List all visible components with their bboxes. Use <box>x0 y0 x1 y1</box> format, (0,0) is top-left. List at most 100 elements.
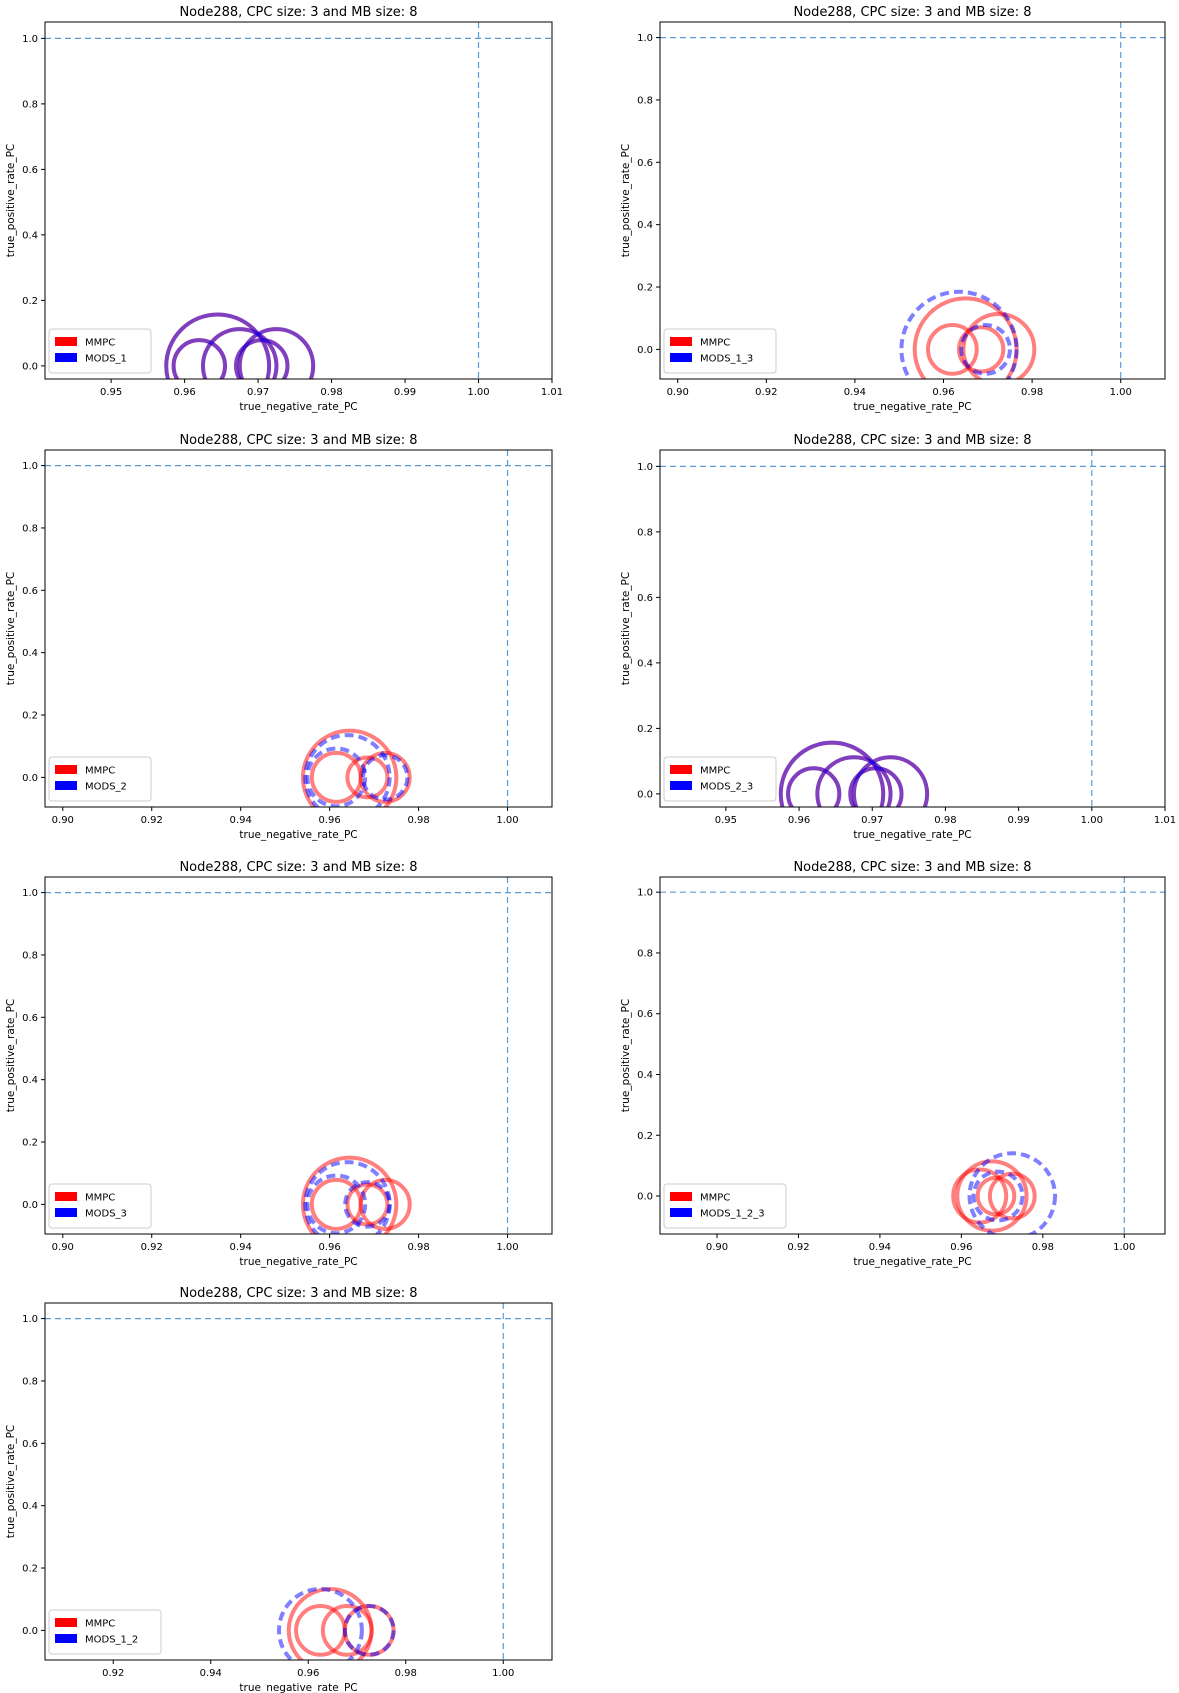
y-tick-label: 0.2 <box>637 1131 653 1142</box>
y-tick-label: 0.4 <box>22 648 38 659</box>
y-tick-label: 1.0 <box>22 34 38 45</box>
y-tick-label: 0.4 <box>22 230 38 241</box>
legend-box <box>663 1183 787 1229</box>
x-tick-label: 0.96 <box>318 1242 340 1253</box>
y-tick-label: 1.0 <box>22 888 38 899</box>
legend: MMPC MODS_2_3 <box>663 756 777 802</box>
data-point <box>200 327 279 379</box>
x-tick-label: 0.94 <box>230 815 252 826</box>
series-MMPC <box>300 1155 412 1234</box>
y-tick-label: 0.0 <box>22 1200 38 1211</box>
legend-swatch <box>670 337 692 346</box>
series-MODS_1_2 <box>277 1586 396 1660</box>
subplot-3: Node288, CPC size: 3 and MB size: 8 0.90 0… <box>5 433 553 841</box>
y-axis-label: true_positive_rate_PC <box>620 144 632 257</box>
legend-label: MODS_2 <box>85 782 127 793</box>
legend-swatch <box>55 1208 77 1217</box>
axes-frame <box>44 21 553 380</box>
x-tick-label: 1.00 <box>1110 387 1132 398</box>
axes-frame <box>659 21 1166 380</box>
legend-swatch <box>55 1618 77 1627</box>
axes-frame <box>44 876 553 1235</box>
subplot-1: Node288, CPC size: 3 and MB size: 8 0.95 0… <box>5 5 563 413</box>
legend-swatch <box>670 353 692 362</box>
data-point <box>234 338 290 379</box>
legend-label: MODS_1_2_3 <box>700 1209 765 1220</box>
legend-label: MODS_2_3 <box>700 782 753 793</box>
data-point <box>237 327 316 379</box>
data-point <box>303 733 392 807</box>
y-tick-label: 0.2 <box>22 296 38 307</box>
legend-label: MODS_1_3 <box>700 354 753 365</box>
y-tick-label: 1.0 <box>637 33 653 44</box>
legend: MMPC MODS_1_2_3 <box>663 1183 787 1229</box>
legend-box <box>48 756 152 802</box>
legend-box <box>663 756 777 802</box>
y-tick-label: 0.8 <box>637 527 653 538</box>
y-tick-label: 0.6 <box>637 1009 653 1020</box>
data-point <box>358 1177 412 1231</box>
y-tick-label: 0.4 <box>637 220 653 231</box>
x-tick-label: 0.92 <box>102 1668 124 1679</box>
legend-swatch <box>55 765 77 774</box>
x-tick-label: 0.97 <box>861 815 883 826</box>
x-tick-label: 1.01 <box>1154 815 1176 826</box>
x-tick-label: 0.94 <box>230 1242 252 1253</box>
data-point <box>959 323 1012 376</box>
series-MODS_3 <box>303 1160 392 1234</box>
series-MODS_2 <box>303 733 410 807</box>
y-tick-label: 0.2 <box>22 1138 38 1149</box>
x-tick-label: 1.00 <box>1081 815 1103 826</box>
data-point <box>277 1586 364 1660</box>
y-axis-label: true_positive_rate_PC <box>5 999 17 1112</box>
axes-frame <box>659 449 1166 808</box>
y-axis-label: true_positive_rate_PC <box>5 572 17 685</box>
chart-title: Node288, CPC size: 3 and MB size: 8 <box>793 5 1031 20</box>
y-tick-label: 0.8 <box>22 1376 38 1387</box>
legend-swatch <box>670 1208 692 1217</box>
legend-box <box>48 1609 162 1655</box>
series-MMPC <box>951 1159 1037 1233</box>
x-tick-label: 0.97 <box>247 387 269 398</box>
subplot-2: Node288, CPC size: 3 and MB size: 8 0.90 0… <box>620 5 1166 413</box>
x-tick-label: 0.95 <box>100 387 122 398</box>
y-tick-label: 0.6 <box>22 1013 38 1024</box>
data-point <box>300 728 399 807</box>
legend-swatch <box>55 1634 77 1643</box>
legend-swatch <box>55 353 77 362</box>
y-tick-label: 0.6 <box>22 165 38 176</box>
legend: MMPC MODS_2 <box>48 756 152 802</box>
axes-frame <box>659 876 1166 1235</box>
y-axis-label: true_positive_rate_PC <box>5 144 17 257</box>
y-tick-label: 1.0 <box>22 461 38 472</box>
y-tick-label: 0.2 <box>637 724 653 735</box>
x-tick-label: 0.96 <box>297 1668 319 1679</box>
data-point <box>345 755 390 800</box>
x-tick-label: 0.98 <box>1032 1242 1054 1253</box>
y-tick-label: 0.8 <box>637 95 653 106</box>
x-tick-label: 1.00 <box>1113 1242 1135 1253</box>
x-tick-label: 0.98 <box>407 815 429 826</box>
legend: MMPC MODS_1 <box>48 328 152 374</box>
legend-label: MMPC <box>85 1619 115 1630</box>
x-tick-label: 0.98 <box>1021 387 1043 398</box>
axes-frame <box>44 1302 553 1661</box>
legend: MMPC MODS_1_3 <box>663 328 777 374</box>
x-tick-label: 0.95 <box>715 815 737 826</box>
series-MODS_1_3 <box>899 289 1019 379</box>
data-point <box>971 1169 1025 1223</box>
x-tick-label: 0.98 <box>395 1668 417 1679</box>
data-point <box>343 1180 392 1229</box>
x-tick-label: 1.00 <box>496 1242 518 1253</box>
x-tick-label: 0.98 <box>407 1242 429 1253</box>
y-tick-label: 0.8 <box>22 950 38 961</box>
x-axis-label: true_negative_rate_PC <box>239 1682 357 1693</box>
x-tick-label: 1.00 <box>492 1668 514 1679</box>
data-point <box>778 740 886 807</box>
chart-title: Node288, CPC size: 3 and MB size: 8 <box>793 860 1031 875</box>
y-tick-label: 1.0 <box>637 462 653 473</box>
y-axis-label: true_positive_rate_PC <box>620 999 632 1112</box>
series-MODS_2_3 <box>778 740 930 807</box>
y-tick-label: 0.6 <box>22 586 38 597</box>
data-point <box>345 1182 390 1227</box>
